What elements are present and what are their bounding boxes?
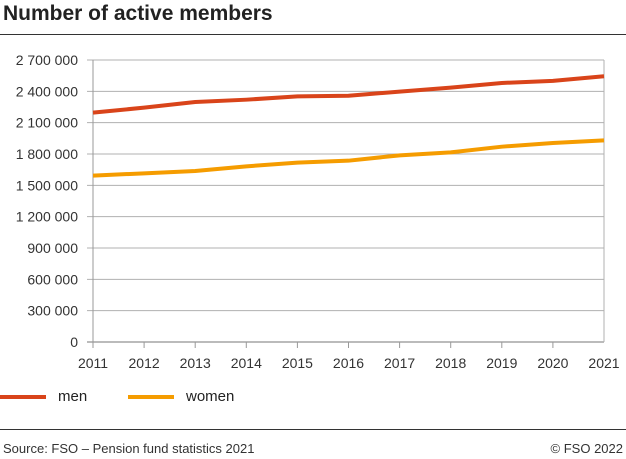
x-tick-label: 2018: [435, 355, 466, 371]
x-tick-label: 2013: [180, 355, 211, 371]
chart-title: Number of active members: [3, 2, 273, 25]
legend-label-women: women: [186, 388, 235, 405]
y-tick-label: 2 100 000: [16, 115, 78, 131]
y-tick-label: 1 800 000: [16, 146, 78, 162]
line-chart: 0 300 000 600 000 900 000 1 200 000 1 500 000…: [16, 52, 620, 371]
source-note: Source: FSO – Pension fund statistics 20…: [3, 441, 255, 456]
x-tick-label: 2019: [486, 355, 517, 371]
title-rule: [0, 34, 626, 35]
legend-item-women: women: [128, 388, 234, 405]
x-tick-label: 2014: [231, 355, 262, 371]
y-tick-label: 2 400 000: [16, 83, 78, 99]
y-tick-label: 0: [70, 334, 78, 350]
series-line-men: [92, 74, 605, 115]
x-tick-label: 2015: [282, 355, 313, 371]
x-tick-label: 2021: [588, 355, 619, 371]
y-tick-label: 900 000: [27, 240, 78, 256]
copyright: © FSO 2022: [550, 441, 623, 456]
legend-item-men: men: [0, 388, 87, 405]
x-tick-label: 2020: [537, 355, 568, 371]
x-tick-label: 2012: [129, 355, 160, 371]
y-tick-label: 2 700 000: [16, 52, 78, 68]
x-tick-label: 2011: [78, 355, 108, 371]
y-tick-label: 1 200 000: [16, 209, 78, 225]
y-tick-label: 300 000: [27, 303, 78, 319]
x-tick-label: 2016: [333, 355, 364, 371]
y-tick-label: 600 000: [27, 271, 78, 287]
x-tick-label: 2017: [384, 355, 415, 371]
legend-label-men: men: [58, 388, 88, 405]
footer-rule: [0, 429, 626, 430]
series-line-women: [92, 138, 605, 178]
y-tick-label: 1 500 000: [16, 177, 78, 193]
legend-swatch-men: [0, 394, 46, 399]
legend-swatch-women: [128, 394, 174, 399]
